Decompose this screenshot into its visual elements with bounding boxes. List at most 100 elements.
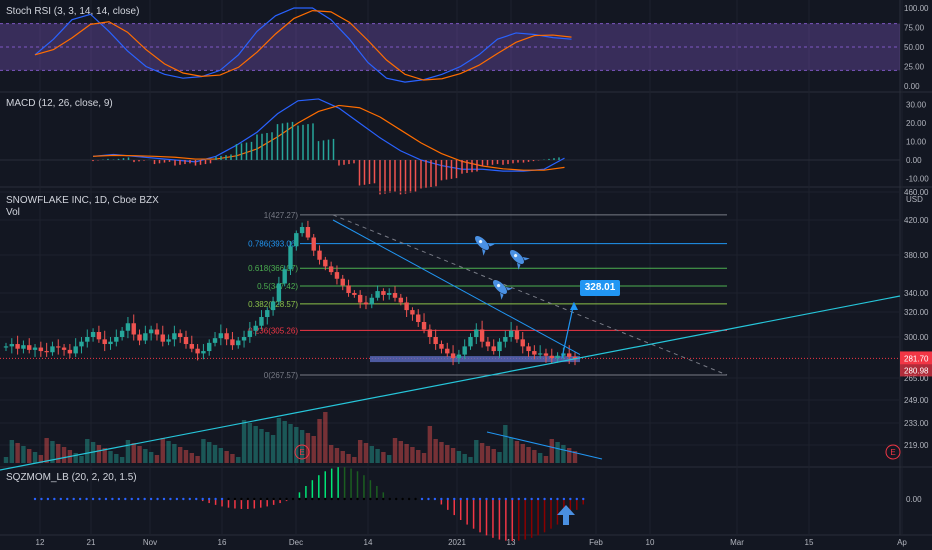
candle-body <box>114 337 119 342</box>
sqz-dot <box>569 497 572 501</box>
volume-bar <box>421 453 427 463</box>
sqz-dot <box>98 497 101 501</box>
candle-body <box>207 342 212 352</box>
volume-bar <box>555 442 560 463</box>
volume-bar <box>224 451 229 463</box>
volume-bar <box>543 456 549 463</box>
candle-body <box>143 333 148 341</box>
sqz-dot <box>33 497 37 501</box>
volume-bar <box>491 449 496 463</box>
sqz-dot <box>124 497 127 501</box>
volume-bar <box>212 445 218 463</box>
candle-body <box>514 330 520 340</box>
candle-body <box>172 333 177 340</box>
candle-body <box>323 259 328 267</box>
rocket-icon <box>475 236 495 256</box>
sqz-dot <box>156 497 159 501</box>
sqz-dot <box>207 497 211 501</box>
sqz-dot <box>524 497 527 501</box>
candle-body <box>462 346 467 355</box>
volume-bar <box>102 448 107 463</box>
target-price-badge: 328.01 <box>580 280 620 296</box>
sqz-dot <box>317 497 320 501</box>
volume-bar <box>572 451 578 463</box>
sqz-dot <box>427 497 430 501</box>
candle-body <box>189 344 194 349</box>
fib-level-label: 0.236(305.26) <box>248 326 298 335</box>
volume-bar <box>85 439 90 463</box>
earnings-marker-icon <box>885 444 901 460</box>
candle-body <box>392 293 398 298</box>
volume-bar <box>311 436 316 463</box>
stoch-rsi-k-line <box>34 7 572 83</box>
volume-bar <box>445 445 450 463</box>
volume-bar <box>352 457 357 463</box>
candle-body <box>532 351 537 355</box>
macd-axis-tick: 20.00 <box>906 119 927 128</box>
candle-body <box>352 293 357 295</box>
sqz-dot <box>188 497 191 501</box>
x-axis-label: Nov <box>143 538 157 547</box>
candle-body <box>259 317 264 326</box>
sqz-dot <box>472 497 475 501</box>
sqz-dot <box>407 497 411 501</box>
sqz-dot <box>504 497 508 501</box>
candle-body <box>119 330 125 337</box>
candle-body <box>137 334 142 341</box>
price-axis-tick: 233.00 <box>904 419 929 428</box>
candle-body <box>439 344 444 349</box>
fib-level-label: 0(267.57) <box>264 371 299 380</box>
fib-level-label: 0.786(393.06) <box>248 240 298 249</box>
stoch-rsi-title: Stoch RSI (3, 3, 14, 14, close) <box>6 6 140 17</box>
candle-body <box>44 351 49 353</box>
sqz-dot <box>253 497 256 501</box>
candle-body <box>404 302 409 311</box>
sqz-dot <box>182 497 185 501</box>
volume-bar <box>427 426 433 463</box>
candle-body <box>56 346 61 348</box>
macd-title: MACD (12, 26, close, 9) <box>6 98 113 109</box>
volume-bar <box>201 439 206 463</box>
sqz-dot <box>433 497 437 501</box>
candle-body <box>3 346 9 348</box>
sqz-dot <box>330 497 333 501</box>
x-axis-label: Dec <box>289 538 303 547</box>
volume-bar <box>166 441 171 463</box>
volume-bar <box>3 457 9 463</box>
volume-bar <box>160 438 165 463</box>
sqz-dot <box>556 497 559 501</box>
target-arrow <box>561 302 575 359</box>
volume-bar <box>183 450 189 463</box>
volume-bar <box>375 449 380 463</box>
candle-body <box>555 355 560 359</box>
price-axis-tick: 265.00 <box>904 374 929 383</box>
volume-bar <box>259 429 264 463</box>
candle-body <box>491 346 496 352</box>
x-axis-label: Ap <box>897 538 907 547</box>
symbol-title[interactable]: SNOWFLAKE INC, 1D, Cboe BZX <box>6 195 159 206</box>
sqz-dot <box>272 497 275 501</box>
candle-body <box>288 246 293 270</box>
volume-bar <box>537 453 543 463</box>
candle-body <box>166 339 171 342</box>
candle-body <box>253 325 258 331</box>
sqz-dot <box>233 497 237 501</box>
target-arrow-head <box>570 302 578 310</box>
volume-bar <box>433 439 438 463</box>
candle-body <box>311 237 316 251</box>
candle-body <box>96 332 102 340</box>
sqz-dot <box>40 497 43 501</box>
volume-bar <box>189 453 194 463</box>
sqz-dot <box>85 497 88 501</box>
sqz-dot <box>401 497 404 501</box>
support-zone <box>370 356 580 363</box>
rsi-axis-tick: 0.00 <box>904 82 920 91</box>
volume-bar <box>21 446 26 463</box>
candle-body <box>427 329 433 337</box>
second-price-value: 280.98 <box>904 366 929 375</box>
candle-body <box>265 310 270 317</box>
volume-bar <box>218 448 224 463</box>
sqz-dot <box>453 497 456 501</box>
candle-body <box>131 323 136 335</box>
